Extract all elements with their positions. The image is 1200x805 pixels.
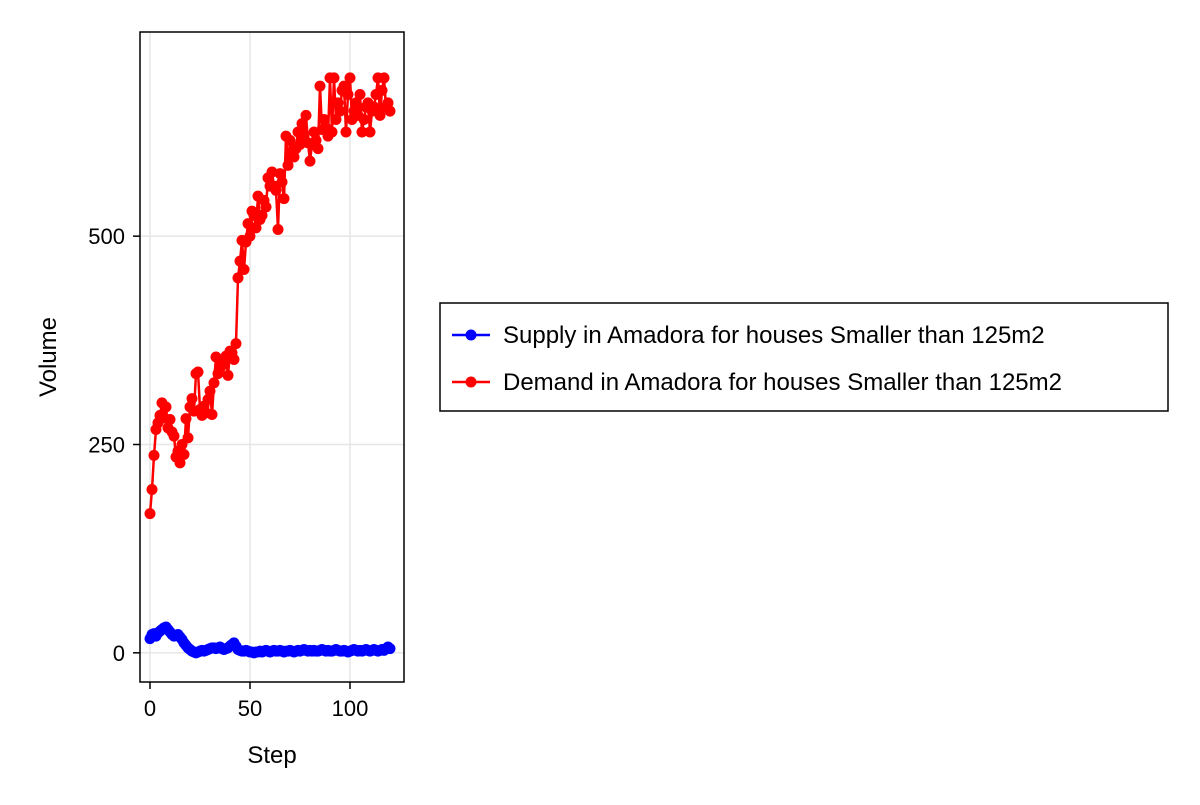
legend-label: Demand in Amadora for houses Smaller tha…: [503, 369, 1062, 396]
legend: Supply in Amadora for houses Smaller tha…: [439, 302, 1169, 412]
data-point: [202, 394, 214, 405]
series-supply: [144, 621, 396, 659]
data-point: [330, 114, 342, 125]
data-point: [364, 126, 376, 138]
y-tick-label: 0: [113, 641, 125, 666]
data-point: [338, 80, 350, 92]
data-point: [354, 89, 366, 100]
data-point: [344, 72, 356, 84]
legend-marker: [465, 376, 477, 388]
data-point: [342, 89, 354, 100]
data-point: [326, 126, 338, 138]
data-point: [318, 114, 330, 125]
data-point: [288, 151, 300, 163]
grid-layer: [140, 32, 404, 682]
data-point: [230, 338, 242, 350]
data-point: [174, 457, 186, 469]
plot-frame: [139, 31, 405, 683]
data-point: [238, 264, 250, 275]
data-point: [300, 109, 312, 121]
data-point: [282, 159, 294, 171]
series-demand: [144, 72, 396, 520]
data-point: [328, 72, 340, 84]
data-point: [256, 209, 268, 221]
data-point: [378, 72, 390, 84]
data-point: [144, 508, 156, 520]
y-tick-label: 500: [88, 224, 125, 249]
data-point: [232, 272, 244, 284]
data-point: [358, 114, 370, 125]
data-point: [272, 224, 284, 235]
data-point: [222, 369, 234, 381]
data-point: [250, 222, 262, 234]
data-point: [350, 97, 362, 109]
data-point: [376, 84, 388, 96]
data-point: [332, 97, 344, 109]
series-line: [148, 76, 392, 514]
data-point: [186, 393, 198, 405]
data-point: [374, 109, 386, 121]
data-point: [382, 97, 394, 109]
data-point: [148, 449, 160, 461]
legend-box: [439, 302, 1169, 412]
data-point: [164, 414, 176, 425]
legend-entry: Demand in Amadora for houses Smaller tha…: [452, 369, 1062, 396]
legend-entries: Supply in Amadora for houses Smaller tha…: [452, 322, 1062, 396]
data-point: [356, 126, 368, 138]
data-point: [146, 484, 158, 495]
data-point: [314, 80, 326, 92]
data-point: [192, 366, 204, 378]
data-point: [304, 155, 316, 167]
data-point: [274, 168, 286, 180]
data-point: [276, 176, 288, 188]
legend-entry: Supply in Amadora for houses Smaller tha…: [452, 322, 1045, 349]
x-tick-label: 100: [332, 696, 369, 721]
y-tick-label: 250: [88, 433, 125, 458]
data-point: [228, 354, 240, 365]
data-point: [168, 430, 180, 442]
data-point: [208, 377, 220, 389]
data-point: [244, 230, 256, 242]
data-point: [182, 432, 194, 444]
data-point: [270, 184, 282, 196]
data-point: [178, 449, 190, 460]
legend-marker: [465, 329, 477, 341]
data-point: [284, 134, 296, 146]
data-point: [368, 101, 380, 113]
x-tick-label: 0: [144, 696, 156, 721]
data-point: [310, 134, 322, 146]
data-point: [312, 143, 324, 155]
data-point: [384, 105, 396, 117]
data-point: [334, 105, 346, 117]
series-layer: [144, 72, 396, 659]
data-point: [278, 193, 290, 205]
legend-label: Supply in Amadora for houses Smaller tha…: [503, 322, 1045, 349]
x-axis-title: Step: [247, 742, 296, 769]
data-point: [160, 401, 172, 413]
data-point: [204, 385, 216, 397]
data-point: [340, 126, 352, 138]
data-point: [384, 643, 396, 655]
tick-layer: 0 50 100 0 250 500: [88, 224, 368, 721]
data-point: [260, 201, 272, 213]
data-point: [206, 409, 218, 420]
data-point: [296, 118, 308, 130]
y-axis-title: Volume: [35, 317, 62, 397]
x-tick-label: 50: [238, 696, 262, 721]
data-point: [234, 255, 246, 267]
data-point: [180, 413, 192, 425]
